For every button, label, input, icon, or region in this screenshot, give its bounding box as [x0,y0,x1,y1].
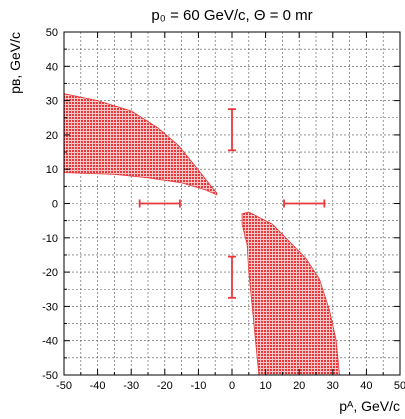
x-tick-label: 30 [327,380,339,392]
ticks [63,31,401,376]
regions [64,93,340,375]
error-bars [138,108,326,299]
y-tick-labels: -50 -40 -30 -20 -10 0 10 20 30 40 50 [42,27,58,382]
y-tick-label: 30 [46,96,58,108]
y-tick-label: 20 [46,130,58,142]
y-axis-label: pʙ, GeV/c [7,32,23,94]
x-tick-label: -30 [123,380,139,392]
x-tick-label: -10 [190,380,206,392]
x-tick-label: 20 [293,380,305,392]
grid [64,32,400,375]
y-tick-label: 10 [46,164,58,176]
x-tick-label: -50 [56,380,72,392]
allowed-region-1 [64,93,218,196]
y-tick-label: -20 [42,267,58,279]
x-axis-label: pᴬ, GeV/c [339,398,400,414]
y-tick-label: -10 [42,233,58,245]
chart-title: p₀ = 60 GeV/c, Θ = 0 mr [151,7,312,24]
x-tick-label: 40 [360,380,372,392]
x-tick-label: -40 [90,380,106,392]
y-tick-label: 40 [46,61,58,73]
x-tick-labels: -50 -40 -30 -20 -10 0 10 20 30 40 50 [56,380,405,392]
y-tick-label: -30 [42,301,58,313]
allowed-region-2 [241,211,340,375]
x-tick-label: 50 [394,380,405,392]
y-tick-label: 0 [52,199,58,211]
y-tick-label: -50 [42,370,58,382]
x-tick-label: 0 [229,380,235,392]
y-tick-label: 50 [46,27,58,39]
x-tick-label: -20 [157,380,173,392]
x-tick-label: 10 [259,380,271,392]
y-tick-label: -40 [42,336,58,348]
